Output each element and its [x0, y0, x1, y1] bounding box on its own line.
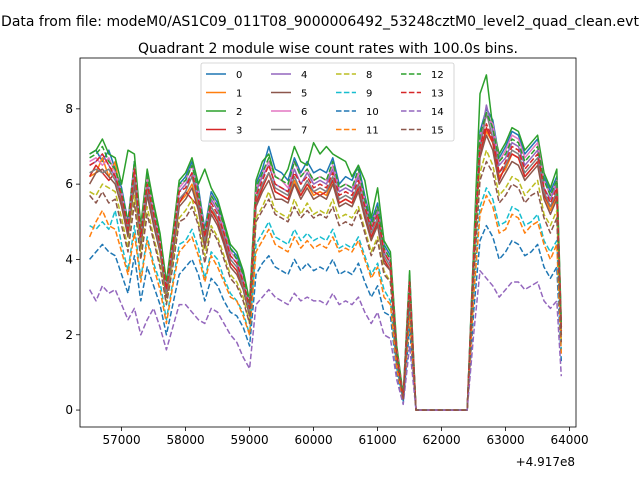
x-tick-label: 64000	[551, 433, 589, 447]
series-line-15	[89, 160, 563, 411]
x-tick-label: 58000	[167, 433, 205, 447]
series-line-10	[89, 224, 563, 411]
series-line-9	[89, 187, 563, 411]
x-tick-label: 62000	[423, 433, 461, 447]
y-tick-label: 0	[65, 403, 73, 417]
legend-label-6: 6	[301, 107, 307, 118]
y-tick-label: 4	[65, 252, 73, 266]
series-line-13	[89, 123, 563, 411]
legend-label-11: 11	[366, 126, 379, 137]
figure-suptitle: Data from file: modeM0/AS1C09_011T08_900…	[1, 14, 639, 30]
axes-frame	[79, 57, 577, 428]
legend-label-9: 9	[366, 89, 372, 100]
legend-frame	[200, 62, 455, 142]
legend-label-2: 2	[236, 107, 242, 118]
series-line-8	[89, 149, 563, 411]
series-line-12	[89, 111, 563, 411]
x-tick-label: 63000	[487, 433, 525, 447]
series-line-11	[88, 194, 563, 411]
x-tick-label: 61000	[359, 433, 397, 447]
series-line-7	[89, 111, 563, 411]
legend-label-7: 7	[301, 126, 307, 137]
x-offset-label: +4.917e8	[516, 455, 575, 469]
legend-label-4: 4	[301, 70, 307, 81]
legend-label-12: 12	[431, 70, 444, 81]
y-tick-label: 2	[65, 328, 73, 342]
legend-label-8: 8	[366, 70, 372, 81]
series-line-1	[89, 130, 563, 411]
legend-label-1: 1	[236, 89, 242, 100]
legend-label-10: 10	[366, 107, 379, 118]
x-tick-label: 60000	[295, 433, 333, 447]
legend-label-13: 13	[431, 89, 444, 100]
x-tick-label: 59000	[231, 433, 269, 447]
legend-label-5: 5	[301, 89, 307, 100]
plot-area: 57000 58000 59000 60000 61000 62000 63000 64000…	[65, 57, 589, 447]
y-tick-label: 6	[65, 177, 73, 191]
legend-label-3: 3	[236, 126, 242, 137]
legend-label-15: 15	[431, 126, 444, 137]
series-line-14	[88, 269, 563, 411]
series-line-2	[89, 74, 563, 411]
chart-title: Quadrant 2 module wise count rates with …	[138, 41, 518, 57]
series-group	[88, 74, 563, 411]
legend-label-14: 14	[431, 107, 444, 118]
x-tick-label: 57000	[103, 433, 141, 447]
legend-label-0: 0	[236, 70, 242, 81]
y-tick-label: 8	[65, 102, 73, 116]
